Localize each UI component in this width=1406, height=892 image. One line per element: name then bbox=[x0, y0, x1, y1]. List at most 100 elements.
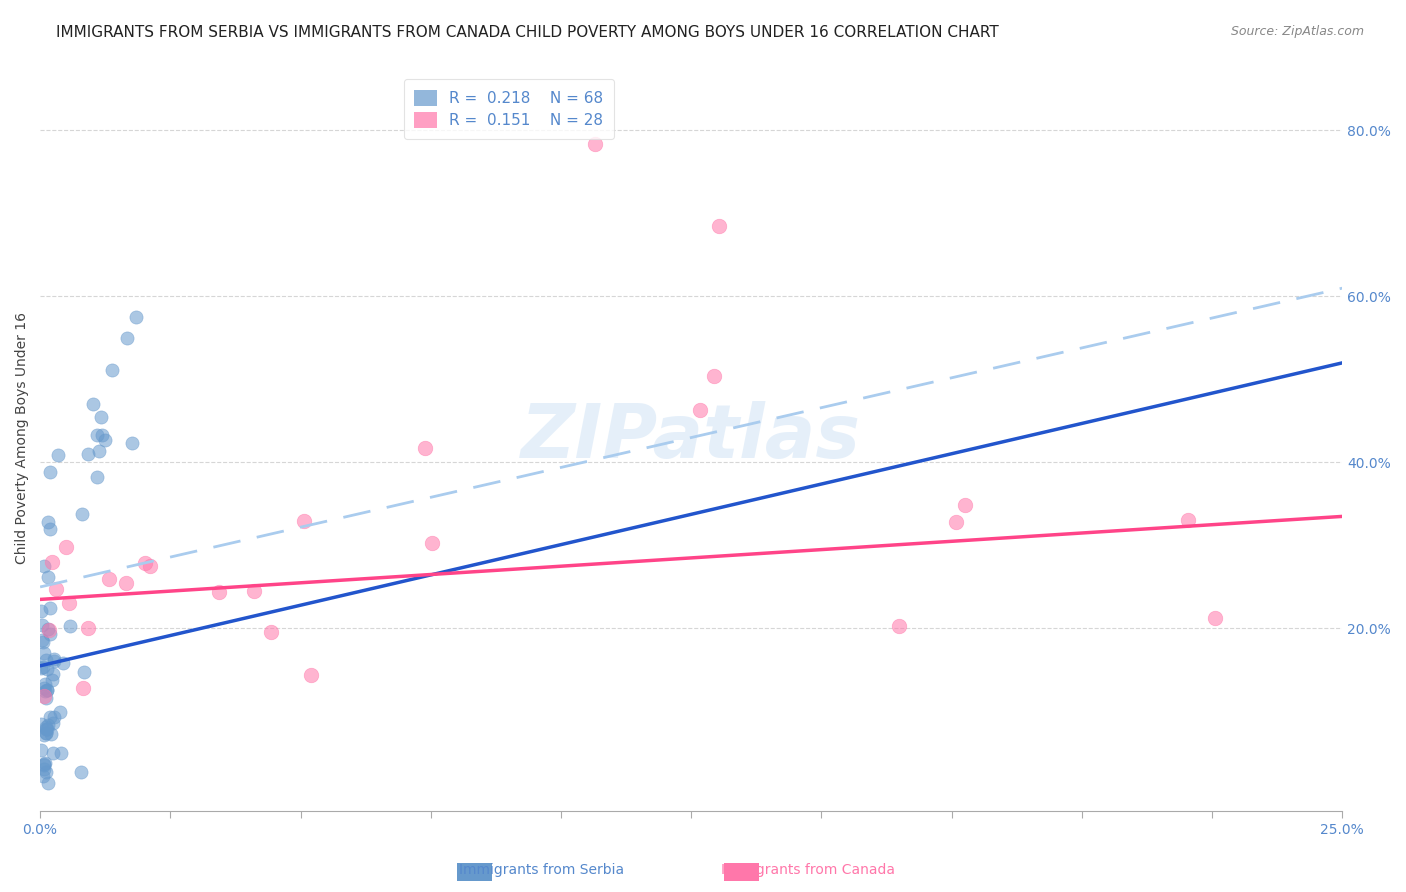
Point bbox=[35, 652, 58, 666]
Point bbox=[121, 436, 143, 450]
Point bbox=[32, 634, 55, 648]
Point bbox=[39, 626, 62, 640]
Point bbox=[31, 769, 53, 783]
Point bbox=[49, 746, 72, 760]
Point bbox=[30, 716, 52, 731]
Point bbox=[32, 758, 55, 772]
Point bbox=[34, 689, 56, 703]
Point bbox=[32, 681, 55, 696]
Point bbox=[59, 618, 82, 632]
Legend: R =  0.218    N = 68, R =  0.151    N = 28: R = 0.218 N = 68, R = 0.151 N = 28 bbox=[404, 79, 614, 138]
Point bbox=[38, 465, 60, 479]
Point bbox=[39, 709, 62, 723]
Point bbox=[31, 617, 53, 632]
Point bbox=[30, 604, 52, 618]
Point bbox=[30, 743, 52, 757]
Point bbox=[70, 507, 93, 521]
Y-axis label: Child Poverty Among Boys Under 16: Child Poverty Among Boys Under 16 bbox=[15, 311, 30, 564]
Point bbox=[30, 661, 52, 675]
Point bbox=[37, 662, 59, 676]
Point bbox=[38, 624, 60, 638]
Point bbox=[114, 576, 136, 591]
Point bbox=[34, 677, 56, 691]
Point bbox=[42, 654, 65, 668]
Text: IMMIGRANTS FROM SERBIA VS IMMIGRANTS FROM CANADA CHILD POVERTY AMONG BOYS UNDER : IMMIGRANTS FROM SERBIA VS IMMIGRANTS FRO… bbox=[56, 25, 1000, 40]
Point bbox=[35, 726, 58, 740]
Point bbox=[94, 433, 117, 447]
Point bbox=[77, 621, 100, 635]
Point bbox=[35, 690, 58, 705]
Point bbox=[77, 447, 100, 461]
Point bbox=[703, 368, 725, 383]
Point bbox=[58, 596, 80, 610]
Point bbox=[34, 757, 56, 772]
Point bbox=[39, 601, 62, 615]
Point bbox=[1177, 513, 1199, 527]
Point bbox=[35, 723, 58, 737]
Point bbox=[37, 515, 59, 529]
Point bbox=[90, 428, 112, 442]
Point bbox=[32, 646, 55, 660]
Point bbox=[42, 652, 65, 666]
Point bbox=[292, 514, 315, 528]
Point bbox=[55, 541, 77, 555]
Point bbox=[125, 310, 148, 324]
Text: ZIPatlas: ZIPatlas bbox=[522, 401, 862, 474]
Point bbox=[32, 762, 55, 776]
Point bbox=[42, 710, 65, 724]
Point bbox=[41, 746, 63, 760]
Point bbox=[34, 720, 56, 734]
Point bbox=[34, 559, 56, 574]
Point bbox=[42, 666, 65, 681]
Point bbox=[70, 764, 93, 779]
Point bbox=[689, 403, 711, 417]
Point bbox=[37, 682, 59, 697]
Point bbox=[1204, 611, 1226, 625]
Point bbox=[34, 683, 56, 698]
Text: Immigrants from Serbia: Immigrants from Serbia bbox=[458, 863, 624, 877]
Point bbox=[41, 555, 63, 569]
Point bbox=[707, 219, 730, 233]
Point bbox=[39, 727, 62, 741]
Point bbox=[37, 622, 59, 636]
Point bbox=[420, 536, 443, 550]
Point bbox=[35, 726, 58, 740]
Point bbox=[45, 582, 67, 596]
Point bbox=[87, 444, 110, 458]
Point bbox=[46, 449, 69, 463]
Point bbox=[583, 137, 606, 152]
Point bbox=[31, 632, 53, 647]
Point bbox=[139, 558, 162, 573]
Point bbox=[889, 619, 911, 633]
Point bbox=[31, 660, 53, 674]
Point bbox=[117, 331, 139, 345]
Point bbox=[42, 716, 65, 731]
Point bbox=[100, 363, 122, 377]
Point bbox=[134, 557, 156, 571]
Point bbox=[72, 681, 94, 695]
Point bbox=[208, 585, 231, 599]
Point bbox=[243, 584, 266, 599]
Text: Source: ZipAtlas.com: Source: ZipAtlas.com bbox=[1230, 25, 1364, 38]
Point bbox=[82, 397, 104, 411]
Point bbox=[73, 665, 96, 680]
Text: Immigrants from Canada: Immigrants from Canada bbox=[721, 863, 896, 877]
Point bbox=[37, 570, 59, 584]
Point bbox=[37, 718, 59, 732]
Point bbox=[86, 428, 108, 442]
Point bbox=[413, 442, 436, 456]
Point bbox=[35, 682, 58, 697]
Point bbox=[35, 722, 58, 736]
Point bbox=[32, 728, 55, 742]
Point bbox=[41, 673, 63, 688]
Point bbox=[953, 498, 976, 512]
Point bbox=[90, 409, 112, 424]
Point bbox=[34, 756, 56, 770]
Point bbox=[52, 656, 75, 670]
Point bbox=[35, 765, 58, 780]
Point bbox=[49, 706, 72, 720]
Point bbox=[39, 522, 62, 536]
Point bbox=[260, 624, 283, 639]
Point bbox=[945, 516, 967, 530]
Point bbox=[97, 572, 120, 586]
